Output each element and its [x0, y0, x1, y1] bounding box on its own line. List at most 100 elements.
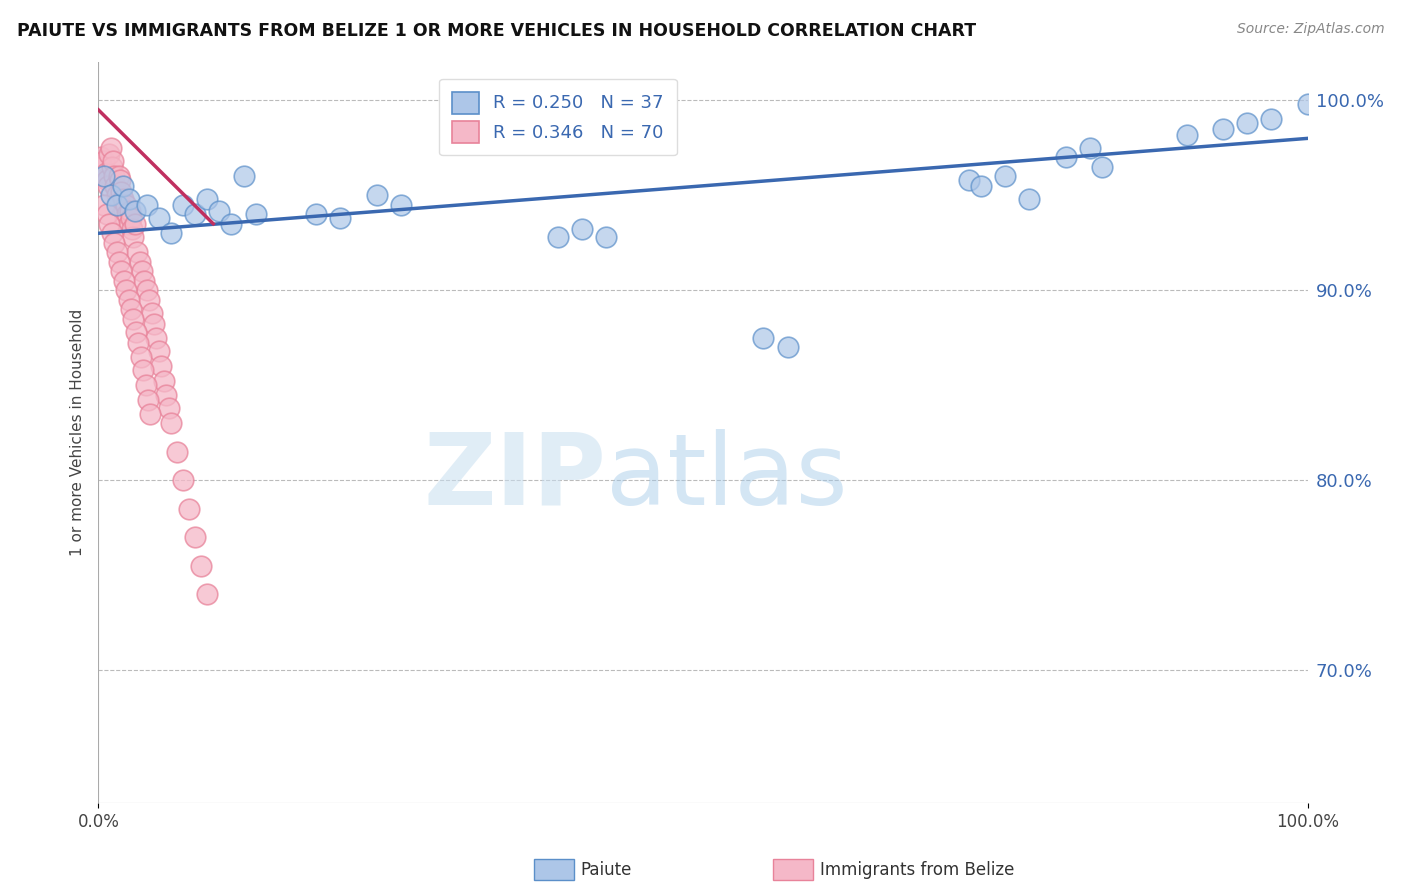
Point	[1212, 121, 1234, 136]
Point	[139, 407, 162, 421]
Point	[127, 245, 149, 260]
Point	[118, 203, 141, 218]
Point	[98, 217, 121, 231]
Text: Immigrants from Belize: Immigrants from Belize	[820, 861, 1014, 879]
Point	[93, 169, 115, 184]
Point	[145, 331, 167, 345]
Point	[141, 306, 163, 320]
Point	[1078, 141, 1101, 155]
Point	[1091, 160, 1114, 174]
Point	[93, 198, 115, 212]
Point	[107, 198, 129, 212]
Point	[125, 325, 148, 339]
Text: PAIUTE VS IMMIGRANTS FROM BELIZE 1 OR MORE VEHICLES IN HOUSEHOLD CORRELATION CHA: PAIUTE VS IMMIGRANTS FROM BELIZE 1 OR MO…	[17, 22, 976, 40]
Point	[752, 331, 775, 345]
Point	[150, 359, 173, 374]
Point	[1175, 128, 1198, 142]
Point	[1260, 112, 1282, 127]
Point	[166, 444, 188, 458]
Point	[135, 198, 157, 212]
Point	[91, 160, 114, 174]
Point	[305, 207, 328, 221]
Point	[135, 378, 157, 392]
Point	[115, 198, 138, 212]
Point	[115, 283, 138, 297]
Text: Paiute: Paiute	[581, 861, 633, 879]
Point	[134, 274, 156, 288]
Point	[172, 473, 194, 487]
Text: atlas: atlas	[606, 428, 848, 525]
Point	[100, 188, 122, 202]
Point	[121, 222, 143, 236]
Point	[124, 217, 146, 231]
Point	[208, 203, 231, 218]
Point	[108, 173, 131, 187]
Y-axis label: 1 or more Vehicles in Household: 1 or more Vehicles in Household	[69, 309, 84, 557]
Point	[190, 558, 212, 573]
Point	[120, 302, 142, 317]
Point	[111, 192, 134, 206]
Point	[172, 198, 194, 212]
Point	[160, 416, 183, 430]
Point	[148, 343, 170, 358]
Point	[129, 350, 152, 364]
Point	[96, 207, 118, 221]
Point	[110, 264, 132, 278]
Point	[117, 207, 139, 221]
Point	[195, 192, 218, 206]
Point	[152, 375, 174, 389]
Point	[128, 254, 150, 268]
Point	[100, 227, 122, 241]
Point	[114, 211, 136, 226]
Point	[98, 146, 121, 161]
Point	[97, 178, 120, 193]
Point	[571, 222, 593, 236]
Point	[138, 293, 160, 307]
Point	[160, 227, 183, 241]
Point	[389, 198, 412, 212]
Point	[329, 211, 352, 226]
Point	[118, 217, 141, 231]
Point	[232, 169, 254, 184]
Point	[104, 178, 127, 193]
Point	[103, 235, 125, 250]
Point	[547, 230, 569, 244]
Point	[110, 185, 132, 199]
Point	[112, 203, 135, 218]
Point	[1018, 192, 1040, 206]
Point	[245, 207, 267, 221]
Point	[595, 230, 617, 244]
Point	[111, 178, 134, 193]
Point	[118, 293, 141, 307]
Point	[221, 217, 243, 231]
Point	[108, 254, 131, 268]
Point	[195, 587, 218, 601]
Point	[157, 401, 180, 415]
Point	[1236, 116, 1258, 130]
Point	[131, 264, 153, 278]
Point	[105, 188, 128, 202]
Point	[135, 283, 157, 297]
Point	[994, 169, 1017, 184]
Point	[970, 178, 993, 193]
Point	[122, 230, 145, 244]
Point	[143, 318, 166, 332]
Point	[90, 150, 112, 164]
Point	[118, 192, 141, 206]
Point	[120, 211, 142, 226]
Point	[1054, 150, 1077, 164]
Point	[91, 169, 114, 184]
Point	[96, 173, 118, 187]
Point	[122, 311, 145, 326]
Point	[132, 363, 155, 377]
Point	[100, 141, 122, 155]
Point	[179, 501, 201, 516]
Point	[366, 188, 388, 202]
Point	[184, 530, 207, 544]
Legend: R = 0.250   N = 37, R = 0.346   N = 70: R = 0.250 N = 37, R = 0.346 N = 70	[439, 78, 676, 155]
Point	[101, 154, 124, 169]
Point	[103, 169, 125, 184]
Point	[127, 336, 149, 351]
Point	[155, 387, 177, 401]
Point	[105, 245, 128, 260]
